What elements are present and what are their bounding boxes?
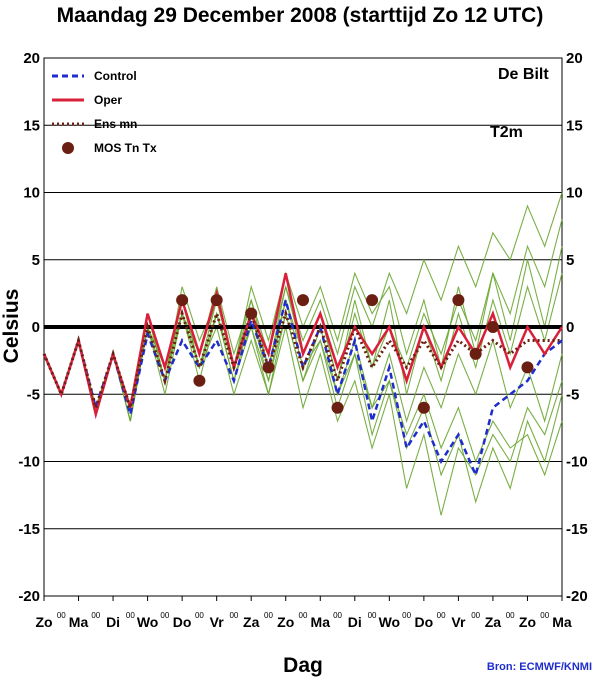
legend-marker (62, 142, 74, 154)
y-tick-label-right: 10 (566, 185, 583, 202)
source-label: Bron: ECMWF/KNMI (487, 661, 592, 673)
x-day-label: Di (348, 614, 362, 630)
y-tick-label-right: -10 (566, 454, 588, 471)
mos-marker (245, 307, 258, 320)
x-axis-label: Dag (283, 654, 323, 677)
y-tick-label: -20 (18, 588, 40, 605)
mos-marker (366, 294, 379, 307)
mos-marker (521, 361, 534, 374)
y-ticks-left: 20 15 10 5 0 -5 -10 -15 -20 (18, 50, 40, 605)
x-day-label: Ma (311, 614, 331, 630)
y-tick-label-right: 20 (566, 50, 583, 67)
y-tick-label: 10 (23, 185, 40, 202)
y-tick-label: -15 (18, 521, 40, 538)
y-tick-label: 15 (23, 117, 40, 134)
x-day-label: Do (173, 614, 192, 630)
x-day-label: Za (243, 614, 260, 630)
y-ticks-right: 20 15 10 5 0 -5 -10 -15 -20 (566, 50, 588, 605)
legend: Control Oper Ens mn MOS Tn Tx (52, 69, 157, 155)
y-tick-label-right: 0 (566, 319, 574, 336)
x-hour-label: 00 (402, 611, 411, 620)
x-day-label: Vr (451, 614, 466, 630)
y-tick-label-right: -5 (566, 386, 579, 403)
mos-marker (486, 321, 499, 333)
mos-marker (297, 294, 309, 307)
plot-area (42, 57, 564, 597)
mos-marker (176, 294, 189, 307)
mos-marker (331, 401, 344, 414)
x-day-label: Vr (210, 614, 225, 630)
x-hour-label: 00 (57, 611, 66, 620)
y-tick-label-right: -15 (566, 521, 588, 538)
x-day-label: Wo (137, 614, 159, 630)
mos-markers (176, 294, 534, 414)
y-tick-label-right: 5 (566, 252, 574, 269)
x-hour-label: 00 (333, 611, 342, 620)
mos-marker (452, 294, 465, 307)
x-day-label: Zo (519, 614, 536, 630)
y-axis-label: Celsius (0, 289, 23, 364)
legend-label: Control (94, 69, 137, 83)
x-day-label: Wo (379, 614, 401, 630)
legend-label: Ens mn (94, 117, 137, 131)
x-hour-label: 00 (229, 611, 238, 620)
series-line-ens-mn (42, 308, 562, 414)
x-hour-label: 00 (195, 611, 204, 620)
mos-marker (469, 347, 482, 360)
variable-label: T2m (490, 124, 523, 141)
x-hour-label: 00 (368, 611, 377, 620)
x-day-label: Ma (69, 614, 89, 630)
y-tick-label: -10 (18, 454, 40, 471)
x-day-label: Di (106, 614, 120, 630)
location-label: De Bilt (498, 66, 549, 83)
chart-title: Maandag 29 December 2008 (starttijd Zo 1… (57, 4, 544, 27)
x-day-label: Do (415, 614, 434, 630)
x-hour-label: 00 (299, 611, 308, 620)
x-day-label: Zo (277, 614, 294, 630)
x-hour-label: 00 (160, 611, 169, 620)
x-hour-label: 00 (471, 611, 480, 620)
x-hour-label: 00 (91, 611, 100, 620)
y-tick-label: 20 (23, 50, 40, 67)
x-hour-label: 00 (506, 611, 515, 620)
y-tick-label: 0 (32, 319, 40, 336)
y-tick-label-right: -20 (566, 588, 588, 605)
mos-marker (262, 361, 275, 374)
y-tick-label: 5 (32, 252, 40, 269)
mos-marker (210, 294, 223, 307)
mos-marker (417, 401, 430, 414)
x-day-label: Zo (35, 614, 52, 630)
x-day-label: Ma (552, 614, 572, 630)
legend-label: MOS Tn Tx (94, 141, 157, 155)
x-hour-label: 00 (264, 611, 273, 620)
y-tick-label: -5 (27, 386, 40, 403)
y-tick-label-right: 15 (566, 117, 583, 134)
x-hour-label: 00 (126, 611, 135, 620)
x-ticks: Zo 00 Ma 00 Di 00 Wo 00 Do 00 Vr 00 Za 00 Zo 00 Ma 00 Di 00… (35, 596, 572, 630)
mos-marker (193, 374, 206, 387)
x-hour-label: 00 (437, 611, 446, 620)
x-day-label: Za (485, 614, 502, 630)
x-hour-label: 00 (540, 611, 549, 620)
legend-label: Oper (94, 93, 122, 107)
